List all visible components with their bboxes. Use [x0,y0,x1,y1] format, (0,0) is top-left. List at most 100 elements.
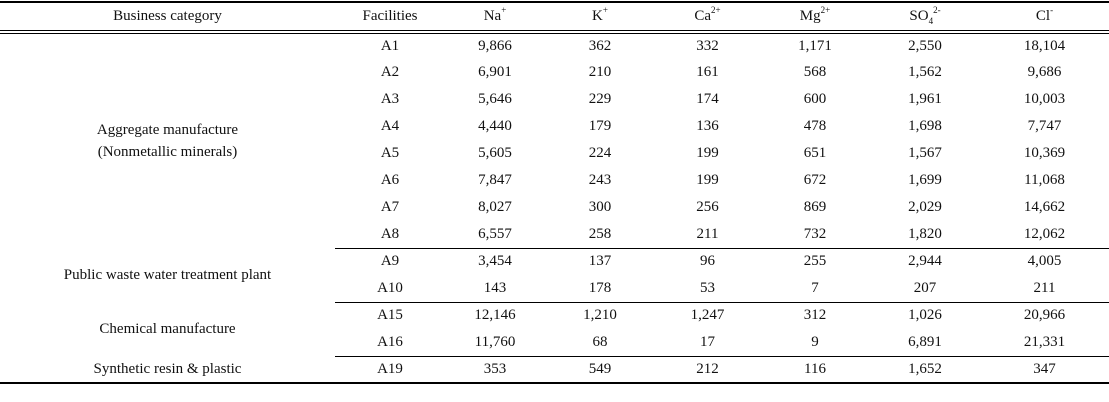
table-row: A5 5,605 224 199 651 1,567 10,369 [0,140,1109,167]
facility-cell: A15 [377,307,403,324]
k-cell: 362 [588,38,612,54]
table-row: Public waste water treatment plant A9 3,45… [0,248,1109,283]
business-category-line: Chemical manufacture [99,321,236,337]
header-cl: Cl- [980,2,1109,34]
cl-cell: 18,104 [1023,38,1066,54]
mg-cell: 600 [803,91,827,107]
table-row: Chemical manufacture A15 12,146 1,210 1,247 3… [0,302,1109,337]
header-ca: Ca2+ [655,2,760,34]
header-facilities: Facilities [335,2,445,34]
ca-cell: 174 [696,91,719,107]
na-cell: 9,866 [478,38,512,54]
so4-cell: 2,944 [908,253,942,270]
header-na: Na+ [445,2,545,34]
ca-cell: 332 [696,38,719,54]
header-row: Business category Facilities Na+ K+ Ca2+… [0,2,1109,34]
ca-cell: 1,247 [690,307,725,324]
k-cell: 1,210 [583,307,617,324]
mg-cell: 651 [803,145,827,161]
na-cell: 6,901 [478,64,512,80]
so4-cell: 1,026 [908,307,942,324]
header-k: K+ [545,2,655,34]
business-category-cell: Chemical manufacture [0,302,335,356]
cl-cell: 14,662 [1023,199,1066,215]
cl-cell: 9,686 [1027,64,1062,80]
na-cell: 353 [445,356,545,384]
cl-cell: 10,003 [1023,91,1066,107]
ca-cell: 211 [655,221,760,249]
so4-cell: 1,652 [870,356,980,384]
k-cell: 137 [588,253,612,270]
table-row: Synthetic resin & plastic A19 353 549 212 116… [0,356,1109,384]
mg-cell: 1,171 [798,38,832,54]
table-row: Aggregate manufacture (Nonmetallic minera… [0,32,1109,160]
so4-cell: 1,562 [908,64,942,80]
na-cell: 6,557 [445,221,545,249]
ca-cell: 161 [696,64,719,80]
facility-cell: A16 [335,329,445,357]
business-category-line: Aggregate manufacture [96,122,239,138]
cl-cell: 7,747 [1027,118,1062,134]
na-cell: 12,146 [474,307,516,324]
facility-cell: A7 [380,199,400,215]
ca-cell: 212 [655,356,760,384]
table-row: A10 143 178 53 7 207 211 [0,275,1109,303]
cl-cell: 20,966 [1023,307,1066,324]
mg-cell: 672 [803,172,827,188]
table-row: A8 6,557 258 211 732 1,820 12,062 [0,221,1109,249]
k-cell: 179 [588,118,612,134]
business-category-cell: Aggregate manufacture (Nonmetallic minera… [0,32,335,248]
k-cell: 258 [545,221,655,249]
cl-cell: 21,331 [980,329,1109,357]
mg-cell: 7 [760,275,870,303]
na-cell: 7,847 [478,172,512,188]
na-cell: 3,454 [478,253,512,270]
ca-cell: 199 [696,145,719,161]
facility-cell: A3 [380,91,400,107]
facility-cell: A10 [335,275,445,303]
so4-cell: 1,699 [908,172,942,188]
na-cell: 143 [445,275,545,303]
header-mg: Mg2+ [760,2,870,34]
facility-cell: A2 [380,64,400,80]
cl-cell: 10,369 [1023,145,1066,161]
ion-concentration-table: Business category Facilities Na+ K+ Ca2+… [0,1,1109,384]
na-cell: 8,027 [478,199,512,215]
mg-cell: 732 [760,221,870,249]
k-cell: 549 [545,356,655,384]
so4-cell: 207 [870,275,980,303]
ca-cell: 53 [655,275,760,303]
business-category-line: (Nonmetallic minerals) [97,144,238,160]
ca-cell: 17 [655,329,760,357]
facility-cell: A4 [380,118,400,134]
k-cell: 243 [588,172,612,188]
mg-cell: 312 [803,307,827,324]
cl-cell: 12,062 [980,221,1109,249]
table-row: A16 11,760 68 17 9 6,891 21,331 [0,329,1109,357]
k-cell: 210 [588,64,612,80]
ca-cell: 136 [696,118,719,134]
table-row: A3 5,646 229 174 600 1,961 10,003 [0,86,1109,113]
mg-cell: 255 [803,253,827,270]
so4-cell: 1,698 [908,118,942,134]
facility-cell: A1 [380,38,400,54]
business-category-line: Synthetic resin & plastic [93,361,242,377]
so4-cell: 6,891 [870,329,980,357]
ca-cell: 96 [700,253,715,270]
so4-cell: 1,820 [870,221,980,249]
na-cell: 5,605 [478,145,512,161]
k-cell: 224 [588,145,612,161]
k-cell: 229 [588,91,612,107]
table-body: Aggregate manufacture (Nonmetallic minera… [0,32,1109,384]
facility-cell: A19 [335,356,445,384]
header-so4: SO42- [870,2,980,34]
business-category-line: Public waste water treatment plant [63,267,272,283]
k-cell: 300 [588,199,612,215]
ca-cell: 256 [696,199,719,215]
header-business-category: Business category [0,2,335,34]
table-row: A6 7,847 243 199 672 1,699 11,068 [0,167,1109,194]
cl-cell: 347 [980,356,1109,384]
k-cell: 178 [545,275,655,303]
cl-cell: 211 [980,275,1109,303]
facility-cell: A5 [380,145,400,161]
